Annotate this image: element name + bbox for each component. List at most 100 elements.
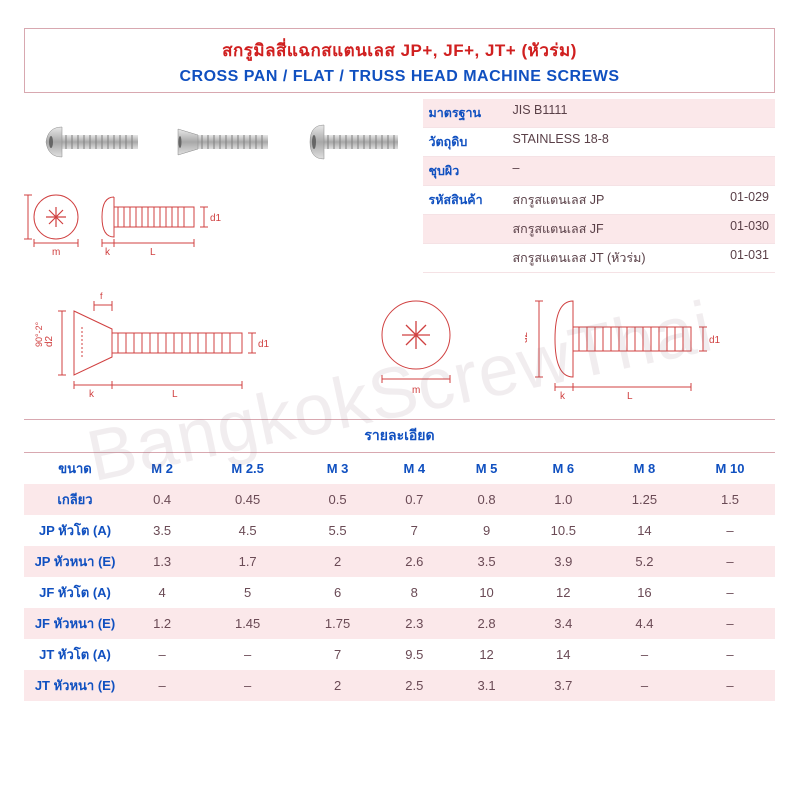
cell: 1.2 — [126, 608, 198, 639]
row-label: ขนาด — [24, 453, 126, 484]
svg-text:L: L — [627, 391, 633, 402]
cell: 5.5 — [297, 515, 378, 546]
row-label: JF หัวหนา (E) — [24, 608, 126, 639]
spec-code — [705, 103, 769, 123]
svg-text:m: m — [412, 385, 420, 396]
svg-text:d2: d2 — [44, 335, 55, 347]
cell: 16 — [604, 577, 685, 608]
cell: 0.7 — [378, 484, 450, 515]
cell: M 4 — [378, 453, 450, 484]
table-row: JP หัวหนา (E)1.31.722.63.53.95.2– — [24, 546, 775, 577]
cell: M 3 — [297, 453, 378, 484]
spec-row: มาตรฐาน JIS B1111 — [423, 99, 775, 128]
cell: 2 — [297, 546, 378, 577]
cell: 1.45 — [198, 608, 297, 639]
row-label: JT หัวโต (A) — [24, 639, 126, 670]
cell: M 6 — [523, 453, 604, 484]
upper-section: m d2 k L d1 มาตรฐาน JIS B1111 วัตถุดิบ — [24, 99, 775, 273]
cell: 8 — [378, 577, 450, 608]
row-label: JT หัวหนา (E) — [24, 670, 126, 701]
cell: 3.5 — [126, 515, 198, 546]
cell: – — [198, 670, 297, 701]
spec-label: วัตถุดิบ — [429, 132, 513, 152]
cell: 0.45 — [198, 484, 297, 515]
cell: 7 — [378, 515, 450, 546]
cell: 2.3 — [378, 608, 450, 639]
cell: 6 — [297, 577, 378, 608]
cell: 3.7 — [523, 670, 604, 701]
cell: – — [604, 639, 685, 670]
cell: M 5 — [450, 453, 522, 484]
svg-text:d2: d2 — [525, 331, 530, 343]
svg-text:k: k — [105, 247, 111, 258]
cell: 2.6 — [378, 546, 450, 577]
cell: 14 — [523, 639, 604, 670]
cell: 0.8 — [450, 484, 522, 515]
cell: – — [685, 670, 775, 701]
diagram-pan-small: m d2 k L d1 — [24, 177, 244, 265]
svg-text:m: m — [52, 247, 60, 258]
svg-text:L: L — [150, 247, 156, 258]
cell: – — [685, 639, 775, 670]
cell: 1.3 — [126, 546, 198, 577]
spec-value: JIS B1111 — [513, 103, 705, 123]
cell: 1.25 — [604, 484, 685, 515]
cell: 0.4 — [126, 484, 198, 515]
cell: – — [126, 639, 198, 670]
cell: 14 — [604, 515, 685, 546]
svg-text:90°-2°: 90°-2° — [34, 321, 44, 347]
spec-value: STAINLESS 18-8 — [513, 132, 705, 152]
cell: 12 — [523, 577, 604, 608]
cell: 7 — [297, 639, 378, 670]
cell: 3.4 — [523, 608, 604, 639]
cell: 1.0 — [523, 484, 604, 515]
screw-photo-truss — [294, 115, 404, 167]
title-thai: สกรูมิลสี่แฉกสแตนเลส JP+, JF+, JT+ (หัวร… — [25, 37, 774, 64]
table-row: JT หัวหนา (E)––22.53.13.7–– — [24, 670, 775, 701]
cell: 0.5 — [297, 484, 378, 515]
title-english: CROSS PAN / FLAT / TRUSS HEAD MACHINE SC… — [25, 68, 774, 86]
cell: 1.7 — [198, 546, 297, 577]
row-label: JP หัวหนา (E) — [24, 546, 126, 577]
table-row: JF หัวหนา (E)1.21.451.752.32.83.44.4– — [24, 608, 775, 639]
spec-row: สกรูสแตนเลส JF 01-030 — [423, 215, 775, 244]
spec-row: สกรูสแตนเลส JT (หัวร่ม) 01-031 — [423, 244, 775, 273]
spec-code: 01-030 — [705, 219, 769, 239]
cell: 4.4 — [604, 608, 685, 639]
cell: – — [126, 670, 198, 701]
cell: 3.1 — [450, 670, 522, 701]
spec-code: 01-031 — [705, 248, 769, 268]
spec-box: มาตรฐาน JIS B1111 วัตถุดิบ STAINLESS 18-… — [423, 99, 775, 273]
cell: 2.5 — [378, 670, 450, 701]
spec-row: ชุบผิว – — [423, 157, 775, 186]
cell: – — [685, 546, 775, 577]
spec-value: สกรูสแตนเลส JP — [513, 190, 705, 210]
cell: – — [685, 608, 775, 639]
spec-label: มาตรฐาน — [429, 103, 513, 123]
data-table: ขนาดM 2M 2.5M 3M 4M 5M 6M 8M 10เกลียว0.4… — [24, 453, 775, 701]
spec-row: วัตถุดิบ STAINLESS 18-8 — [423, 128, 775, 157]
cell: 3.9 — [523, 546, 604, 577]
details-header: รายละเอียด — [24, 419, 775, 453]
cell: 2 — [297, 670, 378, 701]
spec-label: ชุบผิว — [429, 161, 513, 181]
cell: 9 — [450, 515, 522, 546]
spec-code — [705, 132, 769, 152]
diagrams-row: f 90°-2° d2 k L d1 m d2 — [24, 273, 775, 419]
cell: 5 — [198, 577, 297, 608]
spec-row: รหัสสินค้า สกรูสแตนเลส JP 01-029 — [423, 186, 775, 215]
table-row: JF หัวโต (A)4568101216– — [24, 577, 775, 608]
row-label: JP หัวโต (A) — [24, 515, 126, 546]
svg-text:L: L — [172, 389, 178, 400]
spec-code: 01-029 — [705, 190, 769, 210]
spec-label — [429, 248, 513, 268]
svg-text:k: k — [89, 389, 95, 400]
spec-code — [705, 161, 769, 181]
cell: 4.5 — [198, 515, 297, 546]
cell: 5.2 — [604, 546, 685, 577]
table-row: JP หัวโต (A)3.54.55.57910.514– — [24, 515, 775, 546]
cell: 2.8 — [450, 608, 522, 639]
svg-text:d1: d1 — [210, 213, 222, 224]
cell: 4 — [126, 577, 198, 608]
cell: – — [604, 670, 685, 701]
